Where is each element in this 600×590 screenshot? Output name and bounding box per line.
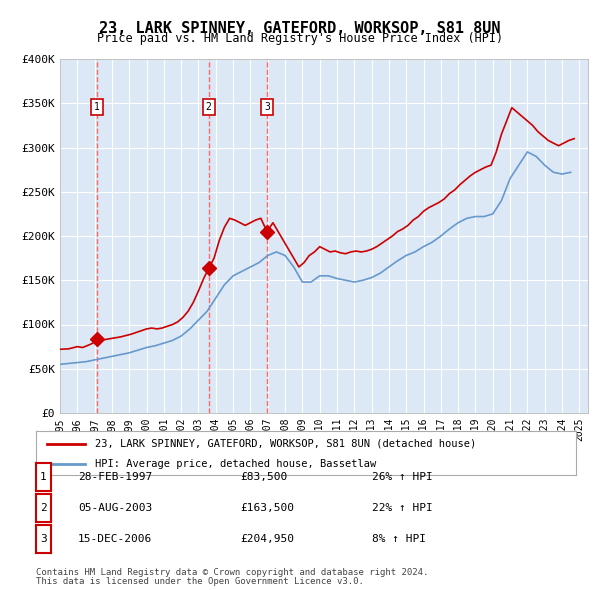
Text: Contains HM Land Registry data © Crown copyright and database right 2024.: Contains HM Land Registry data © Crown c… [36,568,428,577]
Text: Price paid vs. HM Land Registry's House Price Index (HPI): Price paid vs. HM Land Registry's House … [97,32,503,45]
Text: This data is licensed under the Open Government Licence v3.0.: This data is licensed under the Open Gov… [36,577,364,586]
Text: 2: 2 [206,102,212,112]
Text: 2: 2 [40,503,47,513]
Text: £204,950: £204,950 [240,535,294,544]
Text: £83,500: £83,500 [240,472,287,481]
Text: 3: 3 [264,102,270,112]
Text: 1: 1 [94,102,100,112]
Text: 3: 3 [40,535,47,544]
Text: 8% ↑ HPI: 8% ↑ HPI [372,535,426,544]
Text: 22% ↑ HPI: 22% ↑ HPI [372,503,433,513]
Text: 26% ↑ HPI: 26% ↑ HPI [372,472,433,481]
Text: 15-DEC-2006: 15-DEC-2006 [78,535,152,544]
Text: 1: 1 [40,472,47,481]
Text: HPI: Average price, detached house, Bassetlaw: HPI: Average price, detached house, Bass… [95,459,377,469]
Text: 28-FEB-1997: 28-FEB-1997 [78,472,152,481]
Text: 23, LARK SPINNEY, GATEFORD, WORKSOP, S81 8UN (detached house): 23, LARK SPINNEY, GATEFORD, WORKSOP, S81… [95,439,476,449]
Text: 23, LARK SPINNEY, GATEFORD, WORKSOP, S81 8UN: 23, LARK SPINNEY, GATEFORD, WORKSOP, S81… [99,21,501,35]
Text: 05-AUG-2003: 05-AUG-2003 [78,503,152,513]
Text: £163,500: £163,500 [240,503,294,513]
